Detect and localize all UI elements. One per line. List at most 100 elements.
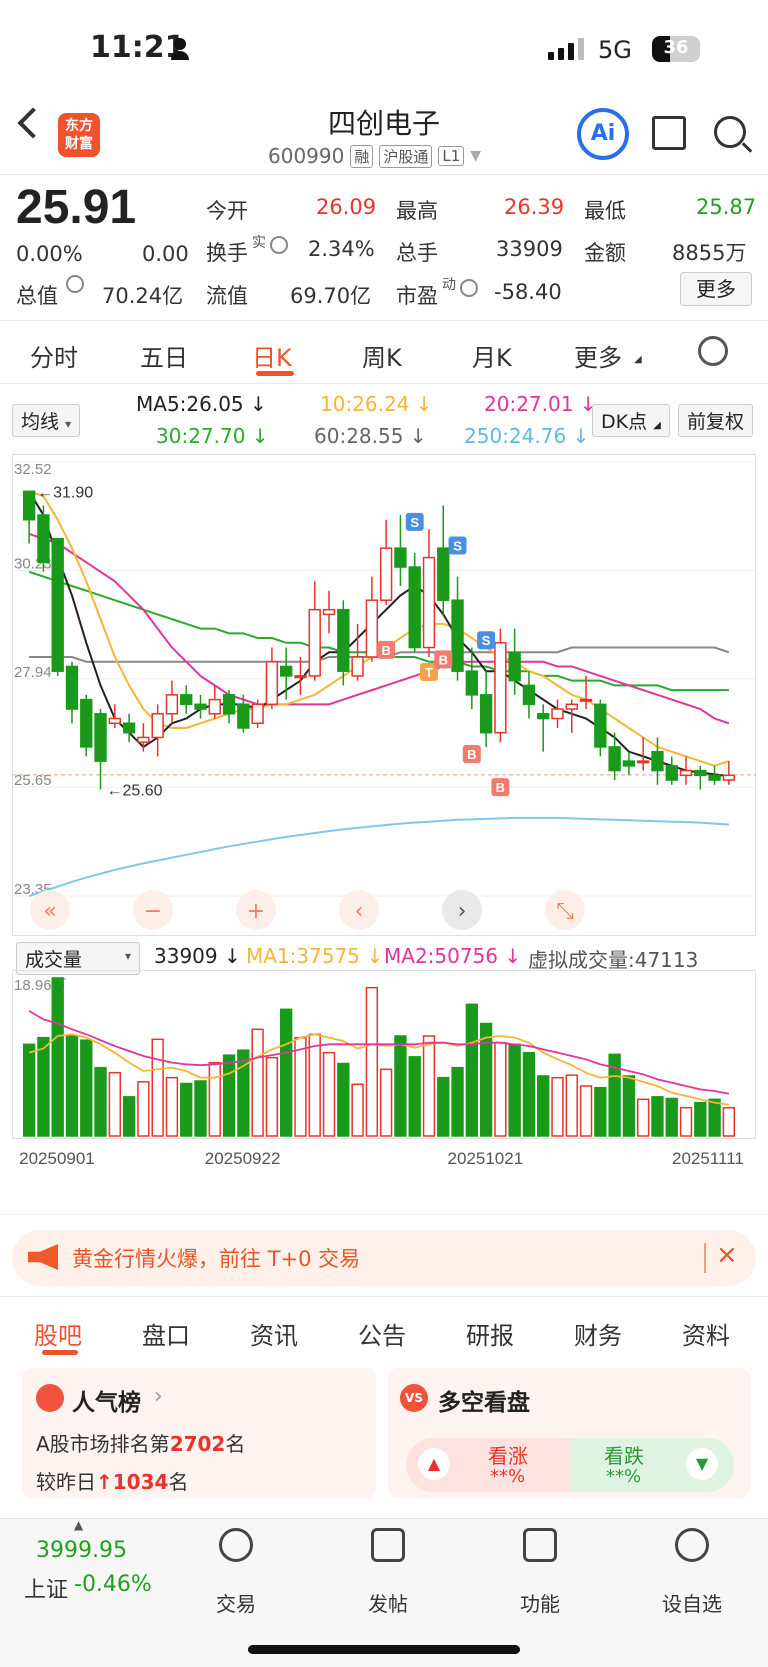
signal-label: B [467, 747, 476, 762]
candle [637, 760, 650, 764]
tab-forum[interactable]: 股吧 [34, 1322, 82, 1350]
volume-bar [80, 1039, 93, 1137]
app-logo[interactable]: 东方 财富 [58, 113, 100, 157]
volume-indicator-select[interactable]: 成交量 ▾ [16, 942, 140, 975]
kline-chart[interactable]: 32.5230.2327.9425.6523.35←31.90←25.60SSS… [12, 454, 756, 936]
tab-more[interactable]: 更多 [574, 344, 622, 372]
volume-bar [379, 1068, 393, 1137]
ma30-line [28, 570, 729, 692]
vs-icon: VS [400, 1384, 428, 1412]
chart-border [12, 454, 756, 936]
tab-news[interactable]: 资讯 [250, 1322, 298, 1350]
grid-icon[interactable] [523, 1528, 557, 1562]
amount-label: 金额 [584, 241, 626, 265]
volume-bar [180, 1082, 193, 1137]
volume-bar [522, 1051, 536, 1137]
yen-exchange-icon[interactable] [219, 1528, 253, 1562]
tag-connect: 沪股通 [379, 144, 433, 168]
candle [22, 490, 36, 521]
chevron-right-icon[interactable]: › [154, 1384, 163, 1409]
tab-announcements[interactable]: 公告 [358, 1322, 406, 1350]
tab-intraday[interactable]: 分时 [30, 344, 78, 372]
candle [180, 694, 193, 706]
nav-post[interactable]: 发帖 [368, 1592, 408, 1616]
ai-button[interactable]: Ai [577, 108, 629, 160]
candle [494, 642, 507, 734]
prev-icon: ‹ [355, 899, 364, 924]
bearish-value: **% [606, 1466, 642, 1487]
volume-bar [351, 1083, 364, 1137]
home-indicator [248, 1645, 520, 1654]
volume-bar [122, 1096, 136, 1137]
search-icon[interactable] [714, 116, 746, 148]
candle [608, 746, 621, 772]
share-icon[interactable] [652, 116, 686, 150]
volume-bar [322, 1051, 336, 1137]
volume-bar [622, 1075, 636, 1137]
index-change[interactable]: -0.46% [74, 1572, 152, 1597]
candle [208, 698, 221, 715]
candle [422, 556, 436, 649]
candle [665, 765, 678, 781]
more-dots-icon[interactable] [675, 1528, 709, 1562]
candle [722, 774, 736, 781]
nav-add-watchlist[interactable]: 设自选 [662, 1592, 722, 1616]
chevron-down-icon[interactable]: ▼ [470, 148, 482, 164]
volume-bar [165, 1076, 179, 1137]
signal-badge [377, 640, 396, 659]
ma250-line [28, 816, 729, 897]
candle [51, 537, 64, 672]
signal-label: B [496, 780, 505, 795]
tab-weekly-k[interactable]: 周K [362, 344, 402, 372]
nav-trade[interactable]: 交易 [216, 1592, 256, 1616]
volume-bar [37, 1036, 50, 1137]
network-type: 5G [598, 36, 632, 64]
volume-bar [465, 1003, 478, 1137]
indicator-select[interactable]: 均线 ▾ [12, 404, 81, 437]
tab-orderbook[interactable]: 盘口 [142, 1322, 190, 1350]
tag-level: L1 [438, 146, 465, 166]
volume-bar [408, 1056, 421, 1137]
signal-label: S [410, 515, 419, 530]
candle [379, 547, 393, 601]
volume-bar [551, 1076, 564, 1137]
candle [265, 660, 279, 706]
date-label: 20251021 [448, 1149, 524, 1168]
close-icon[interactable]: × [716, 1240, 738, 1270]
dk-point-button[interactable]: DK点 ◢ [592, 404, 670, 437]
nav-functions[interactable]: 功能 [520, 1592, 560, 1616]
indicator-select-label: 均线 [21, 411, 60, 433]
gear-icon[interactable] [698, 336, 728, 366]
tab-monthly-k[interactable]: 月K [472, 344, 512, 372]
sentiment-title: 多空看盘 [438, 1390, 530, 1416]
volume-bar [608, 1053, 621, 1137]
ma30-value: 30:27.70 ↓ [156, 424, 269, 448]
candle [80, 698, 93, 748]
tab-daily-k[interactable]: 日K [252, 344, 292, 372]
y-tick-label: 25.65 [14, 772, 52, 789]
index-value[interactable]: 3999.95 [36, 1538, 127, 1563]
candle [708, 774, 721, 781]
popularity-card[interactable] [22, 1368, 376, 1498]
info-icon[interactable] [66, 275, 84, 293]
more-button[interactable]: 更多 [680, 272, 752, 306]
tab-profile[interactable]: 资料 [682, 1322, 730, 1350]
index-name[interactable]: 上证 [24, 1578, 69, 1603]
edit-icon[interactable] [371, 1528, 405, 1562]
chevron-down-icon: ▾ [124, 949, 131, 963]
info-icon[interactable] [460, 279, 478, 297]
tab-research[interactable]: 研报 [466, 1322, 514, 1350]
tab-five-day[interactable]: 五日 [140, 344, 188, 372]
tab-finance[interactable]: 财务 [574, 1322, 622, 1350]
volume-bar [479, 1022, 493, 1137]
promo-text[interactable]: 黄金行情火爆，前往 T+0 交易 [72, 1247, 361, 1271]
volume-bar [437, 1076, 450, 1137]
promo-banner[interactable] [12, 1230, 756, 1286]
volume-bar [237, 1049, 250, 1137]
volume-bar [537, 1075, 550, 1137]
price-adjust-button[interactable]: 前复权 [678, 404, 754, 437]
volume-bar [508, 1043, 521, 1137]
info-icon[interactable] [270, 236, 288, 254]
volume-bar [151, 1038, 164, 1137]
